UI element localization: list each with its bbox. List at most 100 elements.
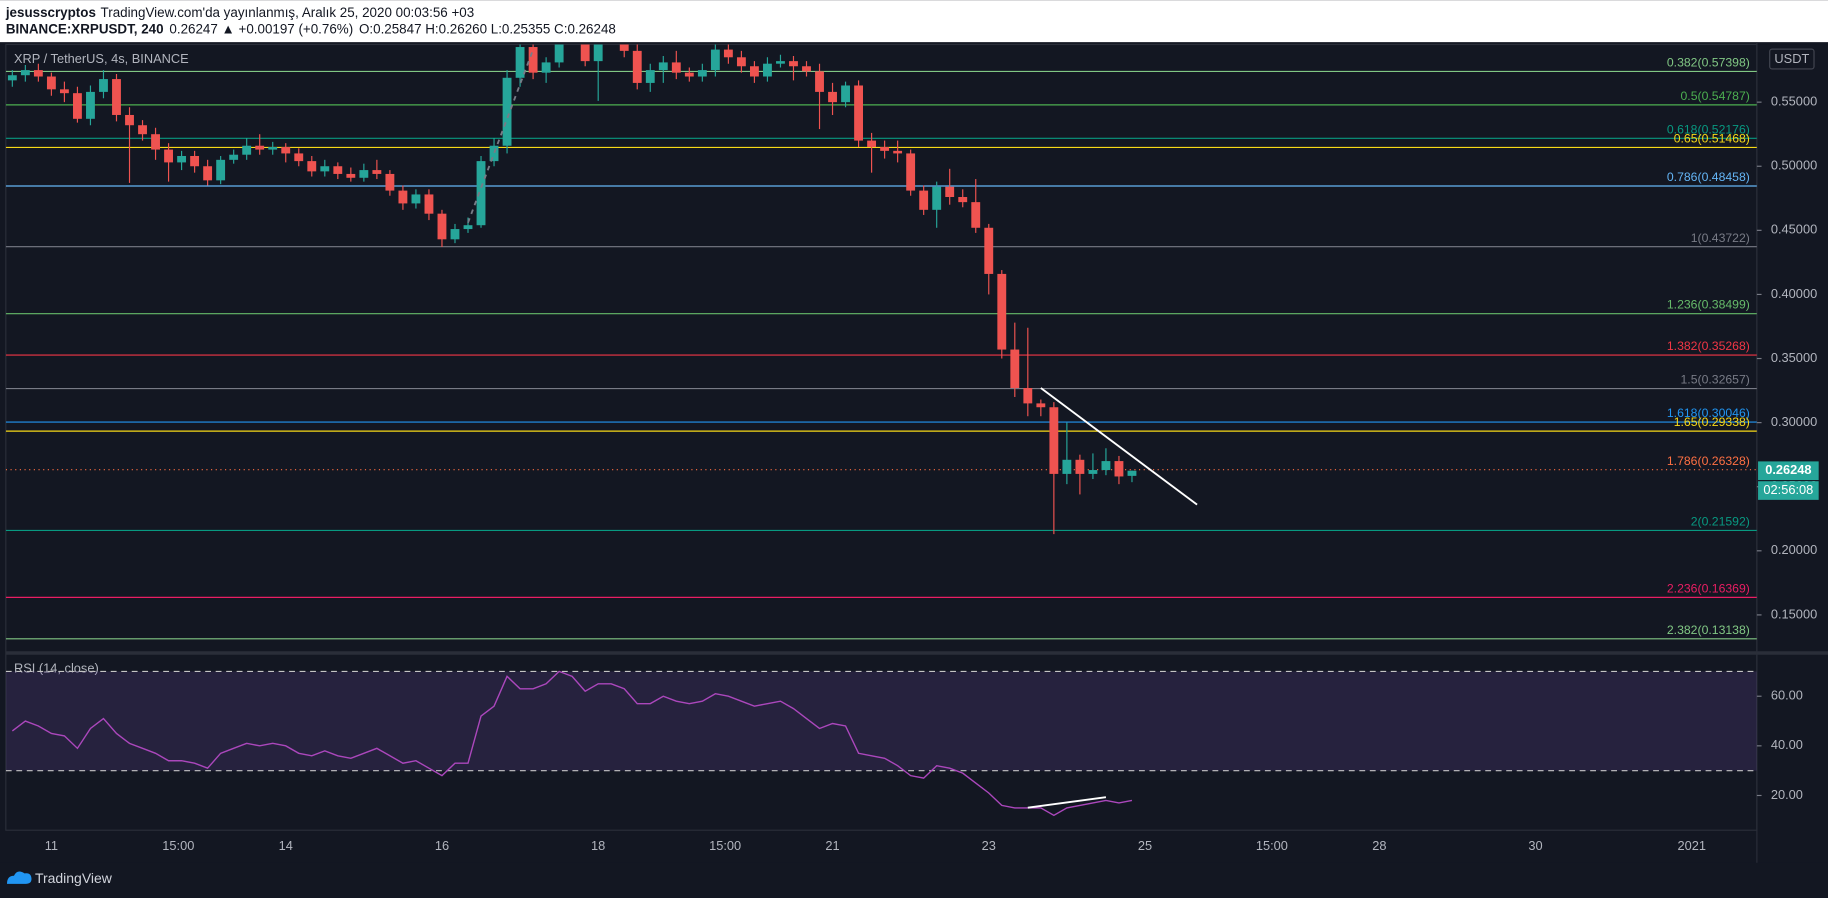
- candle-body: [684, 72, 694, 77]
- x-tick-label: 14: [279, 838, 293, 853]
- last-price-label: 0.26248: [1765, 462, 1811, 477]
- rsi-line: [11, 670, 1133, 817]
- candle-body: [893, 150, 903, 154]
- header-line-2: BINANCE:XRPUSDT, 240 0.26247 ▲ +0.00197 (…: [6, 21, 616, 36]
- candle-body: [541, 62, 551, 73]
- header-bg: [0, 0, 1828, 43]
- fib-level-label: 0.5(0.54787): [1680, 89, 1749, 103]
- candle-body: [971, 202, 981, 228]
- fib-level-label: 0.65(0.51468): [1674, 131, 1750, 145]
- candle-body: [476, 161, 486, 226]
- candle-body: [333, 166, 343, 174]
- candle-body: [502, 77, 512, 146]
- candle-body: [749, 66, 759, 77]
- fib-level-label: 1(0.43722): [1691, 231, 1750, 245]
- candle-body: [815, 71, 824, 92]
- candle-body: [151, 134, 160, 150]
- candle-body: [580, 44, 590, 62]
- candle-body: [359, 170, 369, 178]
- candle-body: [1010, 349, 1020, 389]
- author: jesusscryptos: [5, 5, 96, 20]
- candle-body: [46, 76, 56, 90]
- plot-area: [5, 43, 1758, 831]
- x-tick-label: 16: [435, 838, 449, 853]
- candle-body: [723, 49, 733, 58]
- x-tick-label: 23: [982, 838, 996, 853]
- y-tick-label: 0.55000: [1771, 94, 1817, 109]
- y-tick-label: 0.35000: [1771, 350, 1817, 365]
- fib-level-label: 0.382(0.57398): [1667, 55, 1750, 69]
- candle-body: [1075, 459, 1085, 474]
- candle-body: [515, 47, 525, 78]
- unit-label: USDT: [1774, 51, 1809, 66]
- fib-level-label: 1.382(0.35268): [1667, 339, 1750, 353]
- candle-body: [919, 190, 929, 210]
- candle-body: [398, 190, 408, 204]
- y-tick-label: 60.00: [1771, 688, 1803, 703]
- x-tick-label: 15:00: [709, 838, 741, 853]
- candle-body: [424, 194, 434, 214]
- candle-body: [20, 70, 30, 76]
- candle-body: [242, 145, 252, 155]
- candle-body: [177, 155, 187, 163]
- candle-body: [632, 50, 642, 83]
- candle-body: [372, 170, 382, 174]
- candle-body: [1023, 388, 1033, 404]
- candle-body: [906, 153, 916, 191]
- candle-body: [203, 166, 213, 181]
- x-tick-label: 21: [825, 838, 839, 853]
- candle-body: [710, 49, 720, 71]
- candle-body: [346, 173, 356, 178]
- x-tick-label: 30: [1528, 838, 1542, 853]
- x-tick-label: 2021: [1678, 838, 1707, 853]
- candle-body: [1036, 403, 1046, 408]
- candle-body: [984, 227, 994, 274]
- candle-body: [125, 114, 134, 126]
- candle-body: [658, 62, 668, 71]
- candle-body: [229, 154, 239, 160]
- candle-body: [1114, 461, 1124, 477]
- footer-bg: [0, 862, 1828, 898]
- candle-body: [190, 155, 200, 167]
- axes: 0.150000.200000.250000.300000.350000.400…: [45, 94, 1819, 853]
- fib-level-label: 2.382(0.13138): [1667, 623, 1750, 637]
- symbol: BINANCE:XRPUSDT, 240: [6, 21, 164, 36]
- candle-body: [73, 93, 82, 119]
- fib-level-label: 1.5(0.32657): [1680, 373, 1749, 387]
- candle-body: [164, 149, 173, 163]
- candle-body: [736, 57, 746, 67]
- trendline: [1027, 796, 1107, 809]
- candle-body: [619, 44, 629, 51]
- trendline: [1040, 387, 1198, 506]
- y-tick-label: 0.45000: [1771, 222, 1817, 237]
- candle-body: [789, 61, 798, 67]
- rsi-band-fill: [5, 671, 1757, 771]
- trendline: [467, 49, 534, 223]
- candle-body: [138, 125, 147, 135]
- unit-box: [1769, 48, 1815, 70]
- y-tick-label: 0.50000: [1771, 158, 1817, 173]
- candle-body: [997, 273, 1007, 350]
- ohlc: O:0.25847 H:0.26260 L:0.25355 C:0.26248: [359, 21, 616, 36]
- x-tick-label: 18: [591, 838, 605, 853]
- candle-body: [945, 186, 955, 198]
- header-line-1: jesusscryptos TradingView.com'da yayınlan…: [5, 5, 474, 20]
- candle-body: [1088, 470, 1098, 474]
- y-tick-label: 20.00: [1771, 787, 1803, 802]
- brand-logo: [6, 871, 32, 884]
- candle-body: [463, 225, 473, 230]
- candle-body: [854, 85, 864, 141]
- fib-level-label: 2.236(0.16369): [1667, 581, 1750, 595]
- candle-body: [958, 197, 968, 203]
- x-tick-label: 28: [1372, 838, 1386, 853]
- candle-body: [411, 194, 421, 204]
- fib-level-label: 2(0.21592): [1691, 514, 1750, 528]
- candle-body: [671, 62, 681, 73]
- price-pane: 0.382(0.57398) 0.5(0.54787) 0.618(0.52176)…: [5, 44, 1757, 640]
- countdown-label: 02:56:08: [1763, 482, 1813, 497]
- fib-level-label: 1.618(0.30046): [1667, 406, 1750, 420]
- candle-body: [1062, 459, 1072, 474]
- y-tick-label: 0.20000: [1771, 542, 1817, 557]
- candle-body: [281, 147, 291, 154]
- brand: TradingView: [35, 870, 113, 886]
